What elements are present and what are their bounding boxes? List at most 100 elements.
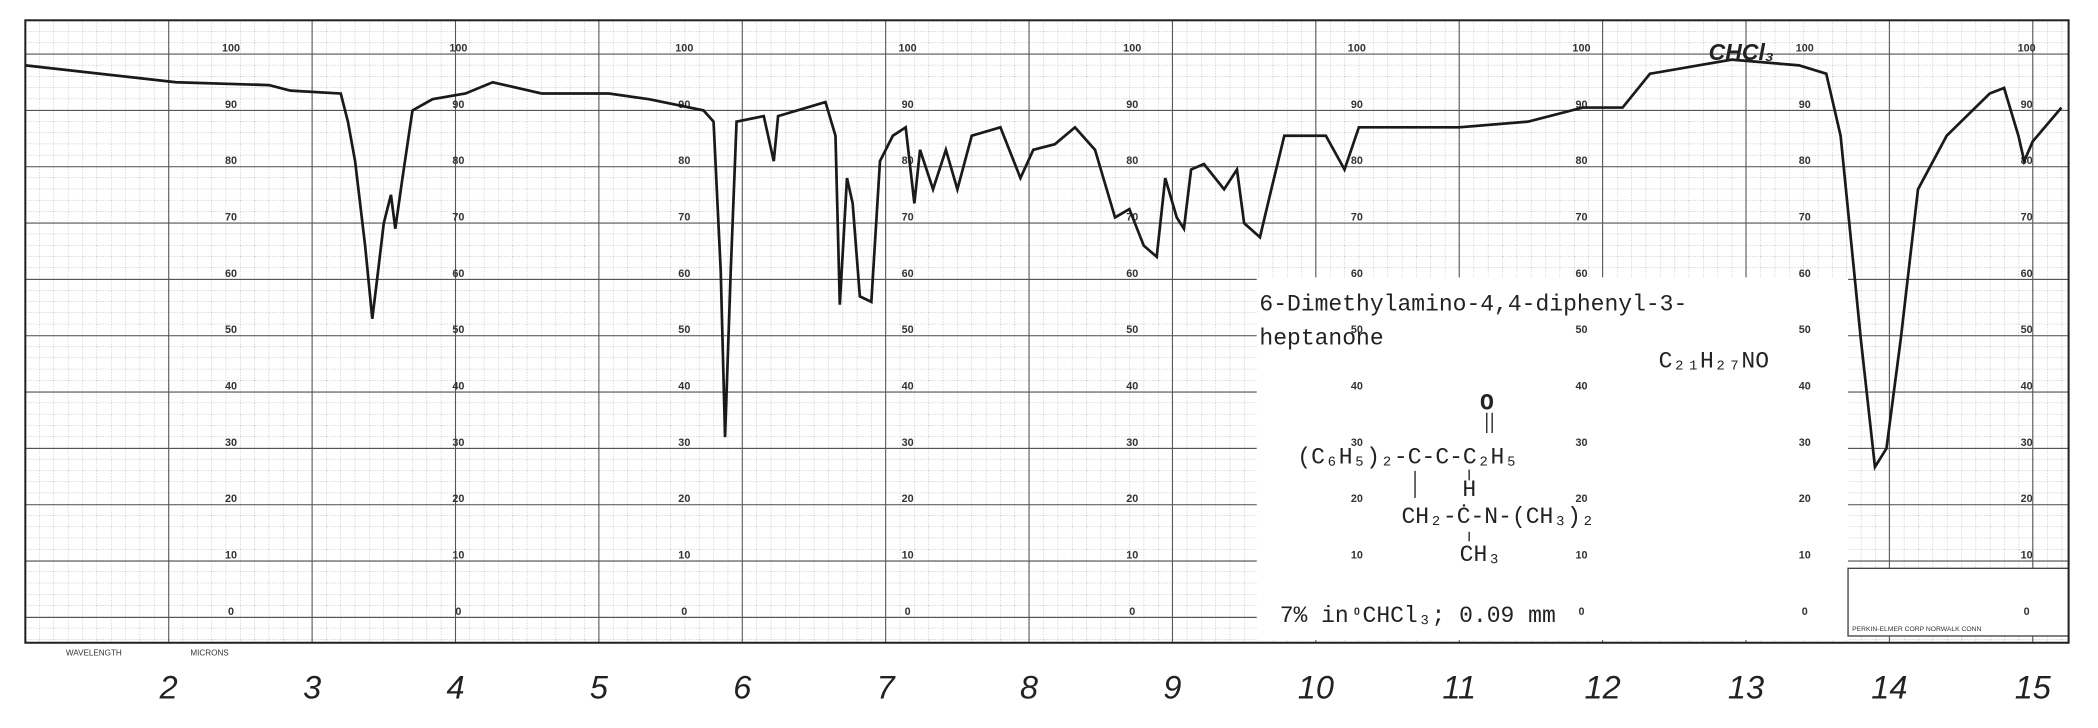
x-tick-label: 13 bbox=[1728, 670, 1764, 706]
y-tick-label: 60 bbox=[678, 268, 690, 280]
y-tick-label: 40 bbox=[902, 381, 914, 393]
y-tick-label: 100 bbox=[1796, 43, 1814, 55]
y-tick-label: 80 bbox=[452, 155, 464, 167]
y-tick-label: 90 bbox=[1126, 99, 1138, 111]
y-tick-label: 10 bbox=[2021, 550, 2033, 562]
y-tick-label: 20 bbox=[902, 493, 914, 505]
y-tick-label: 70 bbox=[1799, 212, 1811, 224]
y-tick-label: 100 bbox=[2018, 43, 2036, 55]
y-tick-label: 10 bbox=[1799, 550, 1811, 562]
structure: CH₃ bbox=[1460, 542, 1501, 568]
formula: C₂₁H₂₇NO bbox=[1659, 348, 1769, 374]
y-tick-label: 80 bbox=[1351, 155, 1363, 167]
y-tick-label: 0 bbox=[1129, 606, 1135, 618]
structure: (C₆H₅)₂-C-C-C₂H₅ bbox=[1297, 444, 1518, 470]
y-tick-label: 10 bbox=[452, 550, 464, 562]
y-tick-label: 70 bbox=[452, 212, 464, 224]
y-tick-label: 50 bbox=[678, 324, 690, 336]
x-tick-label: 14 bbox=[1871, 670, 1907, 706]
y-tick-label: 40 bbox=[225, 381, 237, 393]
y-tick-label: 10 bbox=[678, 550, 690, 562]
compound-name: heptanone bbox=[1259, 325, 1383, 351]
y-tick-label: 20 bbox=[2021, 493, 2033, 505]
y-tick-label: 70 bbox=[225, 212, 237, 224]
y-tick-label: 40 bbox=[1575, 381, 1587, 393]
y-tick-label: 10 bbox=[1126, 550, 1138, 562]
y-tick-label: 30 bbox=[1575, 437, 1587, 449]
y-tick-label: 20 bbox=[1351, 493, 1363, 505]
y-tick-label: 30 bbox=[2021, 437, 2033, 449]
y-tick-label: 100 bbox=[1348, 43, 1366, 55]
y-tick-label: 100 bbox=[449, 43, 467, 55]
y-tick-label: 50 bbox=[1351, 324, 1363, 336]
y-tick-label: 50 bbox=[225, 324, 237, 336]
spectrum-line bbox=[25, 58, 2063, 472]
y-tick-label: 30 bbox=[1351, 437, 1363, 449]
y-tick-label: 20 bbox=[678, 493, 690, 505]
y-tick-label: 60 bbox=[225, 268, 237, 280]
x-tick-label: 11 bbox=[1442, 670, 1476, 706]
y-tick-label: 80 bbox=[902, 155, 914, 167]
y-tick-label: 80 bbox=[1575, 155, 1587, 167]
y-tick-label: 0 bbox=[905, 606, 911, 618]
y-tick-label: 70 bbox=[902, 212, 914, 224]
y-tick-label: 70 bbox=[2021, 212, 2033, 224]
structure: O bbox=[1480, 390, 1494, 416]
x-tick-label: 9 bbox=[1163, 670, 1181, 706]
y-tick-label: 60 bbox=[1351, 268, 1363, 280]
y-tick-label: 0 bbox=[1578, 606, 1584, 618]
y-tick-label: 80 bbox=[1799, 155, 1811, 167]
y-tick-label: 40 bbox=[678, 381, 690, 393]
conditions: 7% in CHCl₃; 0.09 mm bbox=[1280, 603, 1556, 629]
y-tick-label: 80 bbox=[225, 155, 237, 167]
y-tick-label: 50 bbox=[1126, 324, 1138, 336]
y-tick-label: 50 bbox=[1575, 324, 1587, 336]
y-tick-label: 40 bbox=[452, 381, 464, 393]
compound-name: 6-Dimethylamino-4,4-diphenyl-3- bbox=[1259, 292, 1687, 318]
x-tick-label: 10 bbox=[1298, 670, 1334, 706]
x-tick-label: 12 bbox=[1585, 670, 1621, 706]
y-tick-label: 90 bbox=[225, 99, 237, 111]
y-tick-label: 70 bbox=[678, 212, 690, 224]
y-tick-label: 40 bbox=[2021, 381, 2033, 393]
y-tick-label: 30 bbox=[678, 437, 690, 449]
frame bbox=[24, 19, 2070, 644]
y-tick-label: 60 bbox=[1799, 268, 1811, 280]
y-tick-label: 20 bbox=[452, 493, 464, 505]
y-tick-label: 30 bbox=[1799, 437, 1811, 449]
y-tick-label: 60 bbox=[452, 268, 464, 280]
y-tick-label: 100 bbox=[899, 43, 917, 55]
y-tick-label: 70 bbox=[1575, 212, 1587, 224]
y-tick-label: 100 bbox=[1123, 43, 1141, 55]
y-tick-label: 10 bbox=[1351, 550, 1363, 562]
y-tick-label: 0 bbox=[681, 606, 687, 618]
tick-labels: 0102030405060708090100010203040506070809… bbox=[159, 43, 2052, 706]
y-tick-label: 20 bbox=[225, 493, 237, 505]
y-tick-label: 60 bbox=[2021, 268, 2033, 280]
x-tick-label: 8 bbox=[1020, 670, 1038, 706]
x-tick-label: 7 bbox=[877, 670, 897, 706]
y-tick-label: 30 bbox=[225, 437, 237, 449]
label-box bbox=[1256, 277, 1849, 641]
x-tick-label: 4 bbox=[446, 670, 464, 706]
maker-box bbox=[1847, 567, 2070, 637]
y-tick-label: 60 bbox=[902, 268, 914, 280]
y-tick-label: 50 bbox=[2021, 324, 2033, 336]
y-tick-label: 40 bbox=[1126, 381, 1138, 393]
y-tick-label: 30 bbox=[1126, 437, 1138, 449]
x-tick-label: 5 bbox=[590, 670, 609, 706]
y-tick-label: 50 bbox=[452, 324, 464, 336]
y-tick-label: 40 bbox=[1799, 381, 1811, 393]
x-tick-label: 15 bbox=[2015, 670, 2052, 706]
structure: CH₂-Ċ-N-(CH₃)₂ bbox=[1401, 503, 1594, 530]
y-tick-label: 30 bbox=[902, 437, 914, 449]
y-tick-label: 20 bbox=[1799, 493, 1811, 505]
y-tick-label: 100 bbox=[1572, 43, 1590, 55]
y-tick-label: 90 bbox=[2021, 99, 2033, 111]
x-tick-label: 6 bbox=[733, 670, 752, 706]
y-tick-label: 30 bbox=[452, 437, 464, 449]
y-tick-label: 80 bbox=[678, 155, 690, 167]
solvent-note: CHCl₃ bbox=[1709, 39, 1774, 65]
y-tick-label: 0 bbox=[1354, 606, 1360, 618]
